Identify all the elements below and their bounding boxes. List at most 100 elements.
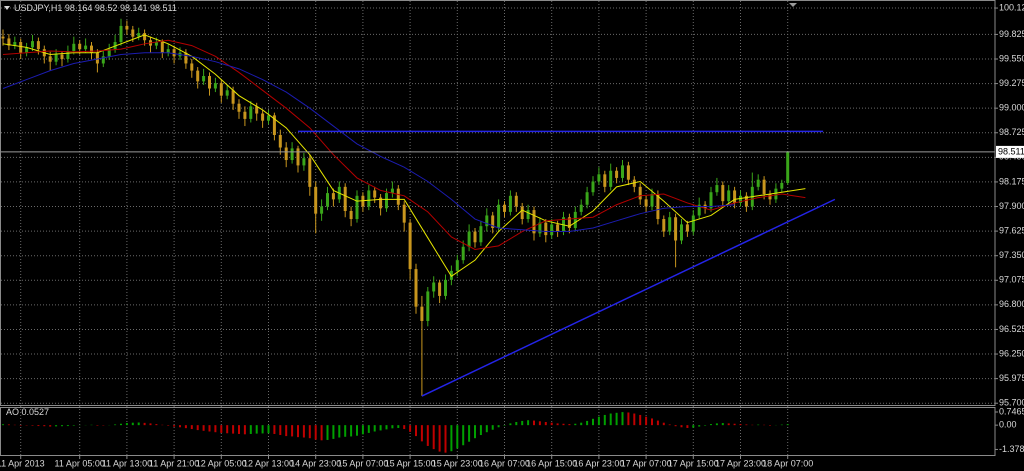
candle-body bbox=[626, 165, 630, 180]
y-tick-label: 97.900 bbox=[999, 201, 1024, 211]
candle-body bbox=[272, 115, 276, 135]
candle-body bbox=[36, 41, 40, 50]
ao-header: AO 0.0527 bbox=[6, 407, 49, 417]
ao-name: AO bbox=[6, 407, 19, 417]
candle-body bbox=[721, 185, 725, 202]
candle-body bbox=[243, 111, 247, 119]
candle-body bbox=[379, 197, 383, 209]
candle-body bbox=[503, 204, 506, 212]
candle-body bbox=[166, 49, 170, 53]
candle-body bbox=[202, 75, 206, 82]
x-tick-label: 16 Apr 07:00 bbox=[479, 458, 530, 468]
ma-line bbox=[2, 52, 735, 233]
candle-body bbox=[60, 54, 64, 60]
y-tick-label: 99.275 bbox=[999, 78, 1024, 88]
x-tick-label: 16 Apr 23:00 bbox=[573, 458, 624, 468]
x-tick-label: 15 Apr 07:00 bbox=[337, 458, 388, 468]
candle-body bbox=[213, 83, 217, 89]
candle-body bbox=[638, 186, 642, 200]
candle-body bbox=[355, 195, 359, 220]
x-tick-label: 17 Apr 15:00 bbox=[668, 458, 719, 468]
candle-body bbox=[261, 113, 265, 121]
candle-body bbox=[331, 193, 335, 200]
ao-tick-label: 0.7465 bbox=[999, 406, 1024, 416]
candle-body bbox=[66, 50, 70, 60]
candle-body bbox=[768, 194, 772, 200]
trendline bbox=[421, 198, 836, 397]
candle-body bbox=[25, 47, 29, 53]
candle-body bbox=[402, 204, 406, 223]
candle-body bbox=[579, 204, 583, 212]
candle-body bbox=[54, 54, 58, 62]
candle-body bbox=[668, 217, 672, 232]
candle-body bbox=[385, 193, 388, 209]
candle-body bbox=[255, 106, 259, 114]
candle-body bbox=[597, 174, 601, 182]
x-tick-label: 12 Apr 05:00 bbox=[196, 458, 247, 468]
y-tick-label: 97.625 bbox=[999, 225, 1024, 235]
y-tick-label: 96.525 bbox=[999, 324, 1024, 334]
candle-body bbox=[432, 282, 436, 292]
candle-body bbox=[538, 222, 542, 234]
candle-body bbox=[284, 147, 288, 161]
candle-body bbox=[644, 199, 648, 207]
candle-body bbox=[367, 190, 371, 207]
price-label-box bbox=[996, 145, 1024, 158]
symbol: USDJPY,H1 bbox=[14, 3, 62, 13]
candle-body bbox=[615, 170, 619, 178]
candle-body bbox=[278, 135, 282, 148]
y-tick-label: 96.800 bbox=[999, 299, 1024, 309]
candle-body bbox=[408, 222, 412, 270]
candle-body bbox=[231, 90, 235, 104]
ao-tick-label: 0.00 bbox=[999, 420, 1017, 430]
candle-body bbox=[320, 206, 324, 214]
candle-body bbox=[744, 195, 748, 207]
candle-body bbox=[237, 103, 241, 112]
candle-body bbox=[532, 210, 536, 234]
candle-body bbox=[95, 52, 99, 64]
candle-body bbox=[662, 219, 666, 232]
y-tick-label: 97.075 bbox=[999, 275, 1024, 285]
candle-body bbox=[154, 42, 158, 46]
candle-body bbox=[733, 190, 737, 203]
menu-arrow bbox=[4, 6, 10, 10]
x-tick-label: 15 Apr 23:00 bbox=[432, 458, 483, 468]
candle-body bbox=[680, 224, 683, 241]
candle-body bbox=[143, 33, 147, 41]
candle-body bbox=[19, 42, 23, 53]
ao-pane-border bbox=[0, 407, 996, 456]
candle-body bbox=[756, 179, 760, 187]
ao-value: 0.0527 bbox=[22, 407, 50, 417]
candle-body bbox=[685, 224, 689, 232]
candle-body bbox=[739, 195, 742, 203]
candle-body bbox=[7, 38, 11, 46]
x-tick-label: 12 Apr 13:00 bbox=[243, 458, 294, 468]
candle-body bbox=[314, 186, 318, 214]
candle-body bbox=[786, 151, 790, 183]
candle-body bbox=[544, 222, 548, 236]
candle-body bbox=[444, 279, 447, 296]
candle-body bbox=[101, 56, 105, 64]
x-tick-label: 11 Apr 21:00 bbox=[149, 458, 199, 468]
candle-body bbox=[326, 193, 329, 207]
y-tick-label: 97.350 bbox=[999, 250, 1024, 260]
candle-body bbox=[48, 56, 52, 62]
candle-body bbox=[691, 215, 695, 232]
x-tick-label: 16 Apr 15:00 bbox=[526, 458, 577, 468]
grid-layer bbox=[1, 1, 995, 456]
candle-body bbox=[585, 192, 589, 205]
candle-body bbox=[125, 25, 129, 30]
shift-marker bbox=[789, 3, 797, 7]
candle-body bbox=[296, 148, 300, 166]
candle-body bbox=[697, 204, 701, 216]
candle-body bbox=[72, 43, 76, 51]
x-tick-label: 14 Apr 23:00 bbox=[290, 458, 341, 468]
y-tick-label: 99.825 bbox=[999, 29, 1024, 39]
ao-tick-label: -1.3786 bbox=[999, 444, 1024, 454]
y-tick-label: 99.000 bbox=[999, 103, 1024, 113]
x-tick-label: 11 Apr 13:00 bbox=[102, 458, 152, 468]
candle-body bbox=[591, 181, 595, 193]
candle-body bbox=[526, 210, 530, 220]
candle-body bbox=[567, 217, 571, 228]
